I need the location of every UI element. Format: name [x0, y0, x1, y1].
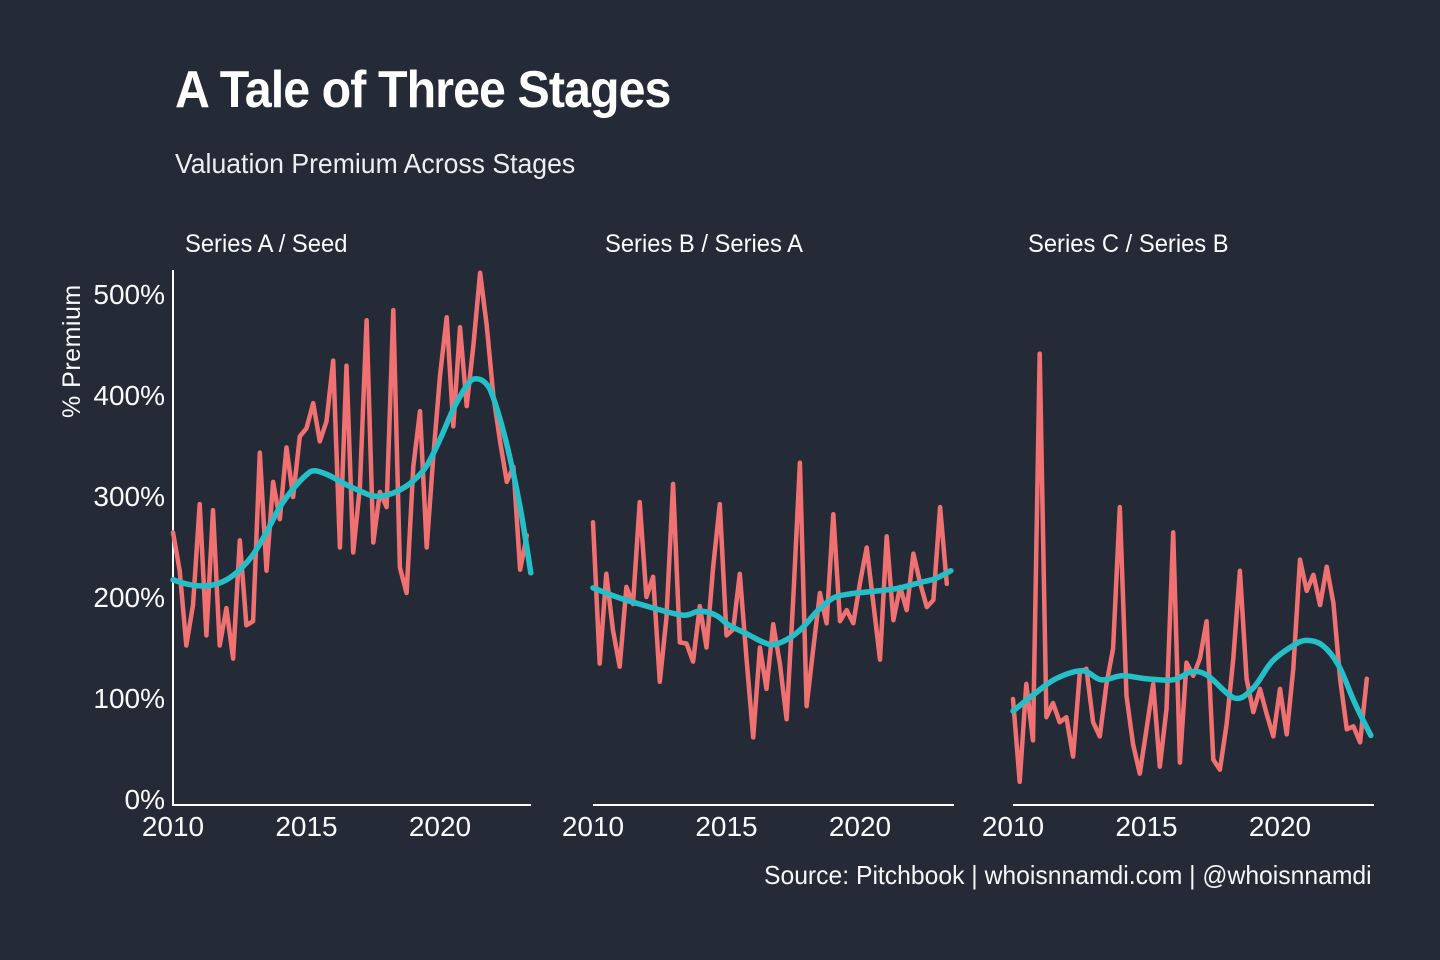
x-tick-label-panel-1-2020: 2020	[408, 811, 472, 842]
trend-series-line	[590, 567, 954, 648]
x-tick-label-panel-3-2015: 2015	[1115, 811, 1178, 842]
raw-series-line	[590, 460, 950, 740]
x-axis-line-panel-2	[593, 804, 954, 806]
y-tick-label-300%: 300%	[93, 481, 165, 512]
y-tick-label-400%: 400%	[93, 380, 165, 411]
y-tick-label-500%: 500%	[93, 279, 165, 310]
x-tick-label-panel-1-2015: 2015	[275, 811, 338, 842]
panel-chart-series-b-series-a	[590, 460, 954, 740]
chart-subtitle: Valuation Premium Across Stages	[175, 148, 576, 179]
main-title: A Tale of Three Stages	[175, 61, 671, 119]
x-axis-line-panel-1	[172, 804, 531, 806]
x-tick-label-panel-2-2015: 2015	[695, 811, 758, 842]
raw-series-line	[170, 270, 530, 661]
raw-series-line	[1010, 351, 1370, 785]
panel-title-series-b-series-a: Series B / Series A	[605, 230, 804, 258]
y-axis-title: % Premium	[58, 284, 86, 418]
x-tick-label-panel-3-2020: 2020	[1248, 811, 1312, 842]
trend-series-line	[170, 375, 534, 589]
x-axis-line-panel-3	[1013, 804, 1374, 806]
x-tick-label-panel-1-2010: 2010	[141, 811, 205, 842]
x-tick-label-panel-3-2010: 2010	[981, 811, 1045, 842]
x-tick-label-panel-2-2010: 2010	[561, 811, 625, 842]
trend-series-line	[1010, 637, 1374, 739]
y-tick-label-0%: 0%	[124, 784, 165, 815]
y-tick-label-200%: 200%	[93, 582, 165, 613]
x-tick-label-panel-2-2020: 2020	[828, 811, 892, 842]
panel-title-series-a-seed: Series A / Seed	[185, 230, 348, 258]
panel-chart-series-c-series-b	[1010, 351, 1374, 785]
y-tick-label-100%: 100%	[93, 683, 165, 714]
source-credit: Source: Pitchbook | whoisnnamdi.com | @w…	[764, 860, 1372, 890]
panel-chart-series-a-seed	[170, 270, 534, 661]
panel-title-series-c-series-b: Series C / Series B	[1028, 230, 1229, 258]
